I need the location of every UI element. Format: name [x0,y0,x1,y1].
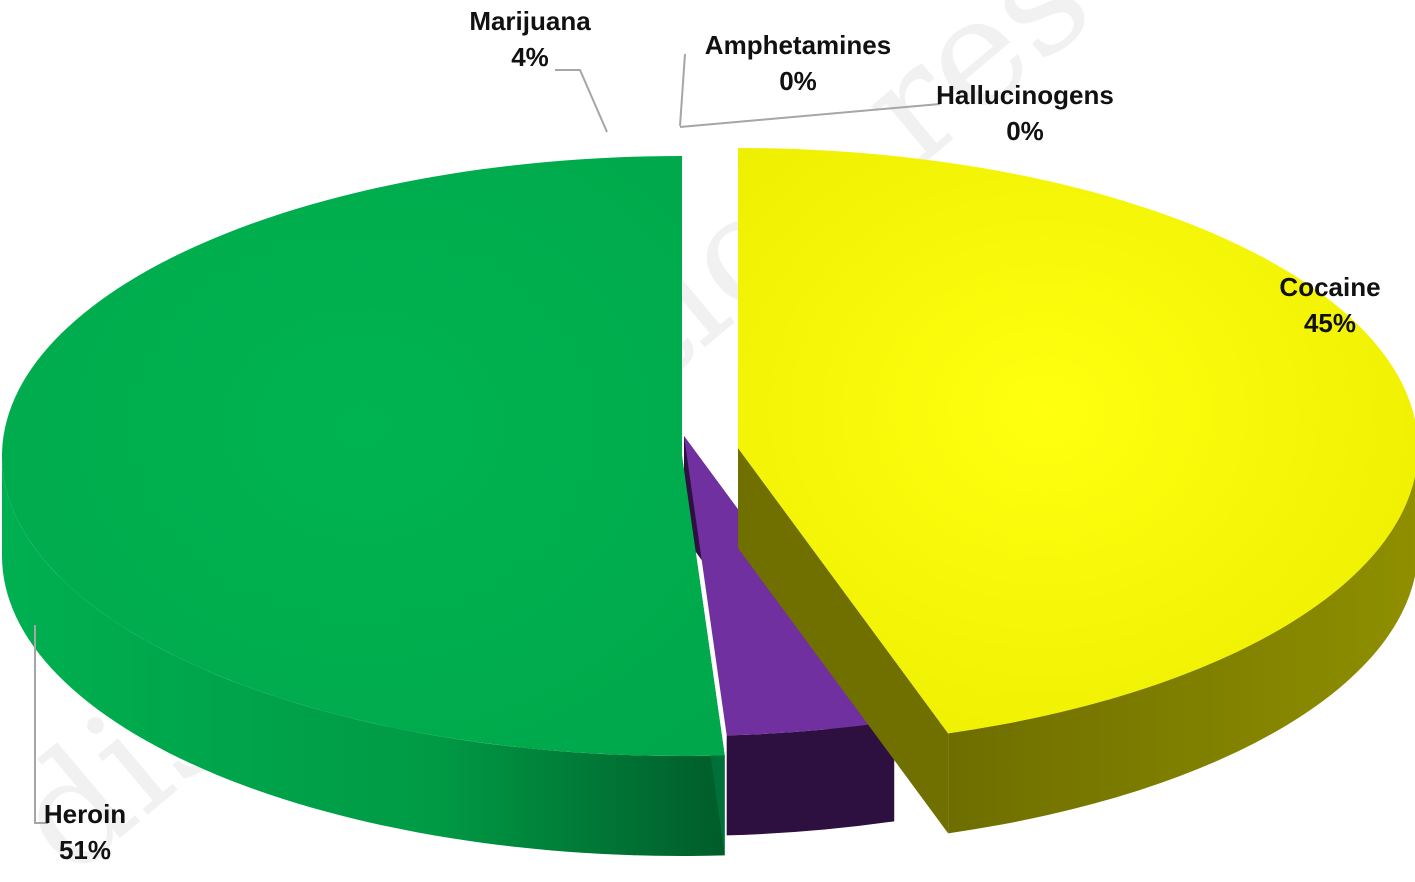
slice-top-cocaine [738,148,1415,734]
slice-cut-end-cocaine [738,448,949,834]
leader-line-hallucinogens [679,103,941,128]
label-value-heroin: 51% [59,835,111,865]
leader-line-marijuana [555,69,608,133]
slice-top-heroin [2,156,725,756]
label-name-cocaine: Cocaine [1279,272,1380,302]
leader-line-amphetamines [679,53,686,127]
label-name-heroin: Heroin [44,799,126,829]
label-name-hallucinogens: Hallucinogens [936,80,1114,110]
label-value-hallucinogens: 0% [1006,116,1044,146]
slice-side-heroin [2,456,725,856]
leader-lines [34,53,941,824]
slice-heroin [2,156,725,856]
leader-line-heroin [34,625,48,824]
label-name-marijuana: Marijuana [469,6,591,36]
slices [2,148,1415,856]
data-labels: Cocaine 45% Hallucinogens 0% Amphetamines 0% M… [44,6,1381,865]
slice-side-cocaine [948,476,1415,834]
label-value-cocaine: 45% [1304,308,1356,338]
label-name-amphetamines: Amphetamines [705,30,891,60]
label-value-amphetamines: 0% [779,66,817,96]
slice-cocaine [738,148,1415,834]
label-value-marijuana: 4% [511,42,549,72]
